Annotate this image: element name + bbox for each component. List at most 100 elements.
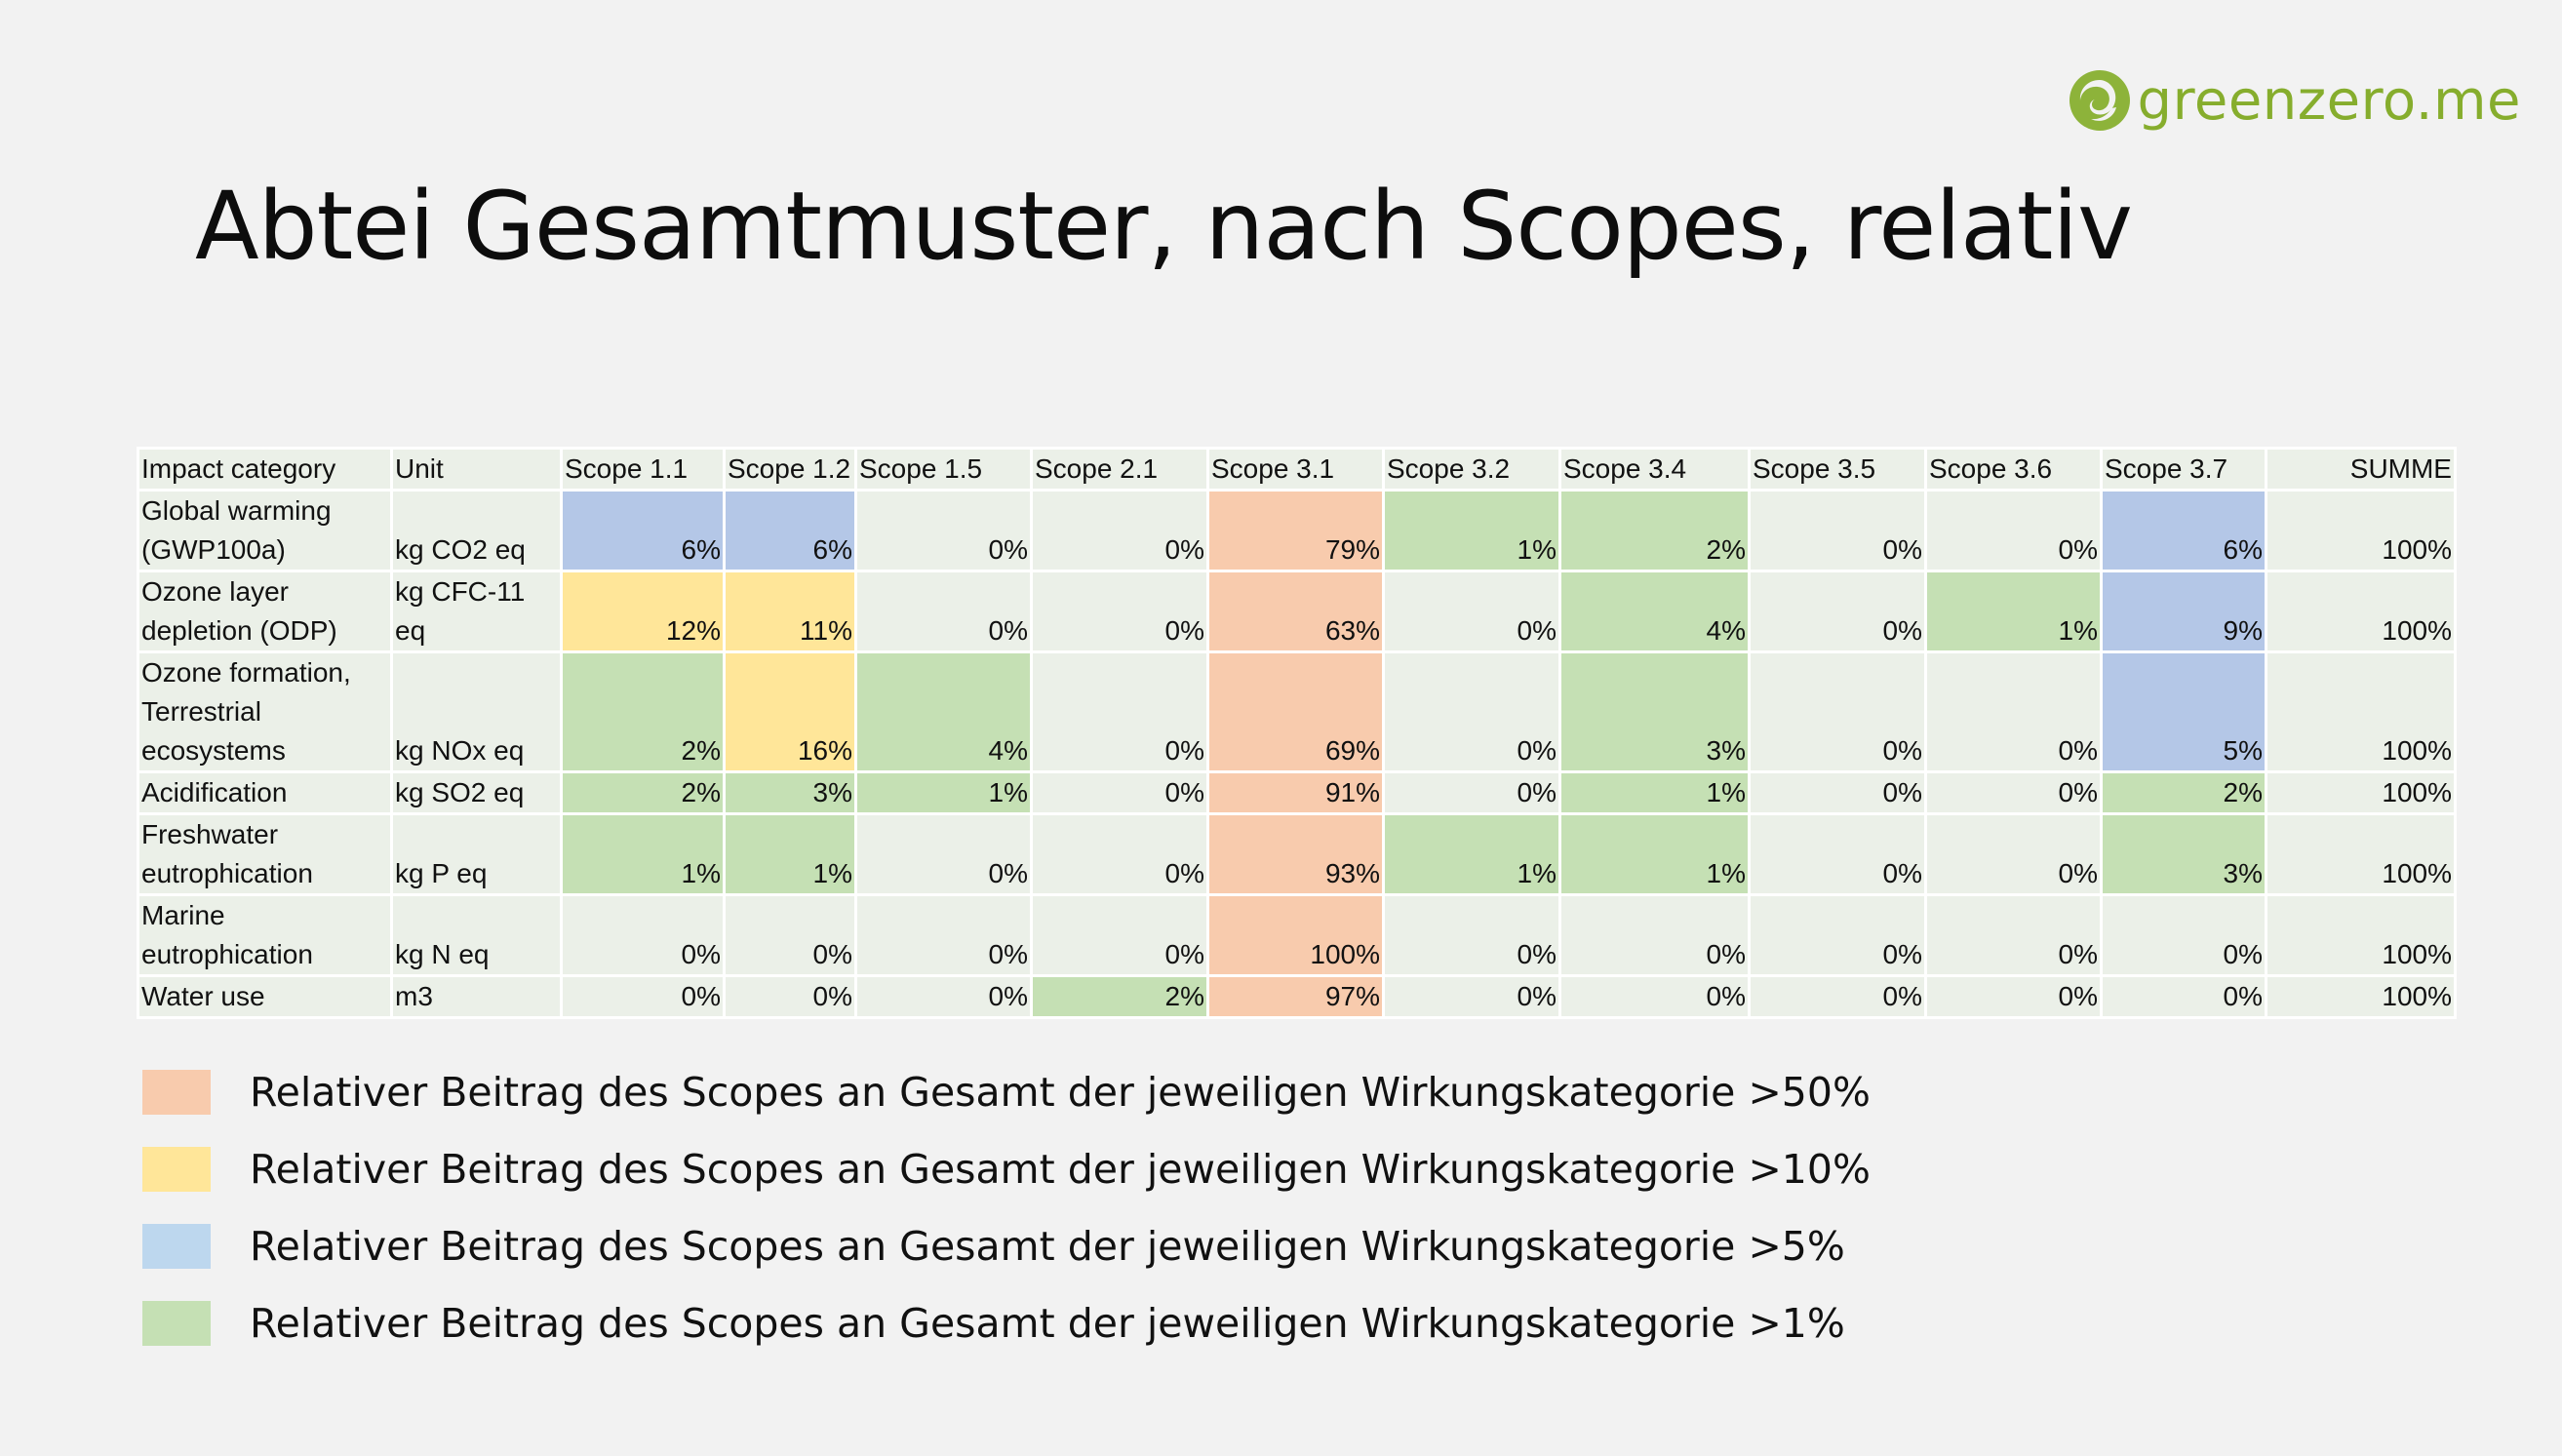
- impact-table: Impact category Unit Scope 1.1 Scope 1.2…: [137, 447, 2457, 1019]
- value-cell: 100%: [1206, 893, 1385, 977]
- unit-cell: kg SO2 eq: [390, 770, 563, 815]
- value-cell: 1%: [854, 770, 1033, 815]
- impact-category-cell: Freshwater eutrophication: [137, 812, 393, 896]
- value-cell: 0%: [1382, 650, 1561, 773]
- impact-category-cell: Global warming (GWP100a): [137, 489, 393, 572]
- legend-item: Relativer Beitrag des Scopes an Gesamt d…: [142, 1284, 1871, 1361]
- impact-category-cell: Water use: [137, 974, 393, 1019]
- value-cell: 0%: [1924, 812, 2103, 896]
- value-cell: 4%: [1558, 570, 1751, 653]
- legend-swatch: [142, 1069, 211, 1115]
- value-cell: 97%: [1206, 974, 1385, 1019]
- summe-cell: 100%: [2265, 570, 2457, 653]
- col-header-scope-3-7: Scope 3.7: [2100, 447, 2267, 492]
- value-cell: 0%: [2100, 974, 2267, 1019]
- value-cell: 0%: [1030, 812, 1209, 896]
- table-row: Global warming (GWP100a) kg CO2 eq 6% 6% 0% 0…: [137, 489, 2457, 572]
- value-cell: 1%: [1558, 812, 1751, 896]
- value-cell: 9%: [2100, 570, 2267, 653]
- table-row: Marine eutrophication kg N eq 0% 0% 0% 0% 100%…: [137, 893, 2457, 977]
- value-cell: 11%: [723, 570, 857, 653]
- value-cell: 0%: [854, 893, 1033, 977]
- value-cell: 0%: [854, 974, 1033, 1019]
- value-cell: 0%: [1748, 770, 1927, 815]
- value-cell: 0%: [1382, 974, 1561, 1019]
- table-body: Global warming (GWP100a) kg CO2 eq 6% 6% 0% 0…: [137, 489, 2457, 1019]
- table-row: Ozone layer depletion (ODP) kg CFC-11 eq 1…: [137, 570, 2457, 653]
- value-cell: 6%: [723, 489, 857, 572]
- col-header-unit: Unit: [390, 447, 563, 492]
- unit-cell: kg N eq: [390, 893, 563, 977]
- value-cell: 0%: [1030, 893, 1209, 977]
- legend-swatch: [142, 1300, 211, 1346]
- value-cell: 0%: [1924, 974, 2103, 1019]
- impact-category-cell: Ozone layer depletion (ODP): [137, 570, 393, 653]
- value-cell: 0%: [1030, 570, 1209, 653]
- value-cell: 0%: [854, 489, 1033, 572]
- color-legend: Relativer Beitrag des Scopes an Gesamt d…: [142, 1053, 1871, 1361]
- table-row: Freshwater eutrophication kg P eq 1% 1% 0% 0%…: [137, 812, 2457, 896]
- value-cell: 12%: [560, 570, 726, 653]
- legend-swatch: [142, 1146, 211, 1192]
- value-cell: 0%: [1382, 570, 1561, 653]
- value-cell: 0%: [1748, 650, 1927, 773]
- impact-table-container: Impact category Unit Scope 1.1 Scope 1.2…: [137, 447, 2457, 1019]
- value-cell: 2%: [1558, 489, 1751, 572]
- value-cell: 6%: [560, 489, 726, 572]
- value-cell: 1%: [1924, 570, 2103, 653]
- value-cell: 0%: [1558, 974, 1751, 1019]
- unit-cell: kg NOx eq: [390, 650, 563, 773]
- brand-name: greenzero.me: [2137, 68, 2521, 133]
- impact-category-cell: Marine eutrophication: [137, 893, 393, 977]
- value-cell: 16%: [723, 650, 857, 773]
- legend-item: Relativer Beitrag des Scopes an Gesamt d…: [142, 1053, 1871, 1130]
- summe-cell: 100%: [2265, 812, 2457, 896]
- value-cell: 0%: [1382, 770, 1561, 815]
- value-cell: 4%: [854, 650, 1033, 773]
- swirl-logo-icon: [2069, 70, 2130, 131]
- col-header-scope-3-5: Scope 3.5: [1748, 447, 1927, 492]
- value-cell: 2%: [560, 650, 726, 773]
- legend-swatch: [142, 1223, 211, 1269]
- table-row: Water use m3 0% 0% 0% 2% 97% 0% 0% 0% 0% 0% 100%: [137, 974, 2457, 1019]
- value-cell: 2%: [1030, 974, 1209, 1019]
- summe-cell: 100%: [2265, 770, 2457, 815]
- value-cell: 2%: [560, 770, 726, 815]
- legend-item: Relativer Beitrag des Scopes an Gesamt d…: [142, 1130, 1871, 1207]
- value-cell: 2%: [2100, 770, 2267, 815]
- value-cell: 1%: [560, 812, 726, 896]
- col-header-scope-1-2: Scope 1.2: [723, 447, 857, 492]
- col-header-scope-2-1: Scope 2.1: [1030, 447, 1209, 492]
- value-cell: 0%: [1924, 489, 2103, 572]
- value-cell: 0%: [2100, 893, 2267, 977]
- value-cell: 0%: [1748, 812, 1927, 896]
- legend-label: Relativer Beitrag des Scopes an Gesamt d…: [250, 1145, 1871, 1193]
- brand-logo: greenzero.me: [2068, 68, 2521, 133]
- col-header-scope-3-6: Scope 3.6: [1924, 447, 2103, 492]
- value-cell: 0%: [1748, 489, 1927, 572]
- summe-cell: 100%: [2265, 974, 2457, 1019]
- unit-cell: kg P eq: [390, 812, 563, 896]
- value-cell: 1%: [723, 812, 857, 896]
- value-cell: 0%: [1924, 650, 2103, 773]
- value-cell: 0%: [854, 570, 1033, 653]
- col-header-scope-3-2: Scope 3.2: [1382, 447, 1561, 492]
- value-cell: 1%: [1382, 489, 1561, 572]
- value-cell: 0%: [1748, 570, 1927, 653]
- value-cell: 79%: [1206, 489, 1385, 572]
- col-header-impact-category: Impact category: [137, 447, 393, 492]
- value-cell: 3%: [1558, 650, 1751, 773]
- value-cell: 3%: [2100, 812, 2267, 896]
- unit-cell: kg CO2 eq: [390, 489, 563, 572]
- unit-cell: kg CFC-11 eq: [390, 570, 563, 653]
- summe-cell: 100%: [2265, 893, 2457, 977]
- legend-label: Relativer Beitrag des Scopes an Gesamt d…: [250, 1299, 1845, 1347]
- value-cell: 1%: [1382, 812, 1561, 896]
- value-cell: 0%: [723, 893, 857, 977]
- legend-label: Relativer Beitrag des Scopes an Gesamt d…: [250, 1222, 1845, 1270]
- unit-cell: m3: [390, 974, 563, 1019]
- table-row: Acidification kg SO2 eq 2% 3% 1% 0% 91% 0% 1% 0% 0…: [137, 770, 2457, 815]
- value-cell: 0%: [1558, 893, 1751, 977]
- value-cell: 6%: [2100, 489, 2267, 572]
- col-header-summe: SUMME: [2265, 447, 2457, 492]
